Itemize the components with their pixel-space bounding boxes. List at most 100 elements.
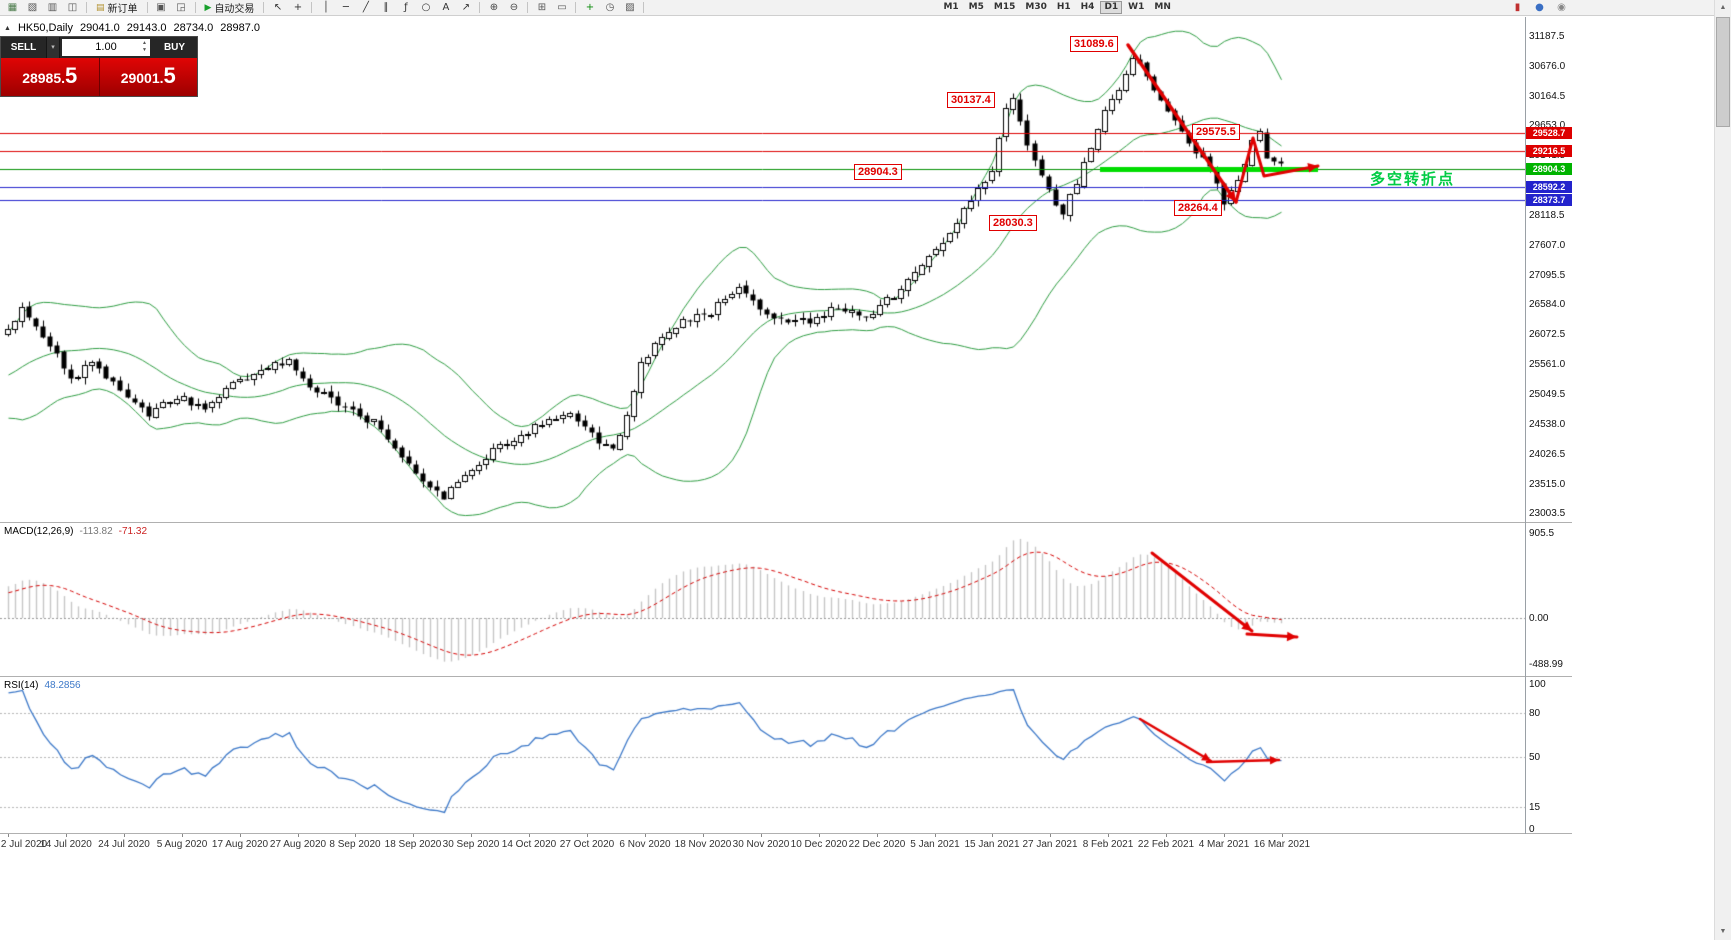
price-axis-main: 31187.530676.030164.529653.029141.528630… <box>1526 17 1586 522</box>
toolbar-tile-windows-icon[interactable]: ⊞ <box>537 1 547 13</box>
buy-button[interactable]: BUY <box>152 37 197 58</box>
scroll-down-icon[interactable]: ▼ <box>1715 924 1731 940</box>
rsi-axis-label: 0 <box>1529 824 1535 835</box>
time-tick <box>240 834 241 837</box>
one-click-trading-panel: SELL ▾ 1.00 ▲ ▼ BUY 28985. 5 29001. <box>0 36 198 97</box>
time-label: 24 Jul 2020 <box>98 839 150 850</box>
time-label: 22 Feb 2021 <box>1137 839 1195 850</box>
toolbar-shapes-icon[interactable]: ○ <box>421 1 431 13</box>
price-tick-label: 31187.5 <box>1529 30 1565 42</box>
scrollbar-thumb[interactable] <box>1716 17 1730 127</box>
symbol-period-label: HK50,Daily <box>17 22 73 34</box>
scroll-up-icon[interactable]: ▲ <box>1715 0 1731 16</box>
panel-separator[interactable] <box>0 522 1572 523</box>
panel-separator[interactable] <box>0 676 1572 677</box>
toolbar-chart-profiles-icon[interactable]: ▧ <box>27 1 38 13</box>
buy-price-button[interactable]: 29001. 5 <box>100 58 198 96</box>
toolbar-crosshair-icon[interactable]: + <box>293 1 303 13</box>
toolbar-navigator-icon[interactable]: ◫ <box>67 1 78 13</box>
macd-canvas[interactable] <box>0 523 1525 676</box>
volume-spinner[interactable]: ▲ ▼ <box>140 40 149 54</box>
toolbar: ▦ ▧ ▥ ◫ ▤ 新订单 ▣ ◲ ▶ 自动交易 ↖ + │ ─ ╱ ∥ ƒ ○ A ↗ ⊕ ⊖ ⊞ ▭ + ◷ ▨ M1 M5 M15 M… <box>0 0 1714 16</box>
price-annotation-box[interactable]: 30137.4 <box>947 92 995 108</box>
time-tick <box>935 834 936 837</box>
time-label: 18 Sep 2020 <box>384 839 442 850</box>
price-tick-label: 24026.5 <box>1529 448 1566 460</box>
timeframe-d1-button[interactable]: D1 <box>1100 1 1123 14</box>
vertical-scrollbar[interactable]: ▲ ▼ <box>1714 0 1731 940</box>
buy-price-big: 5 <box>163 63 176 88</box>
time-label: 2 Jul 2020 <box>0 839 48 850</box>
rsi-canvas[interactable] <box>0 677 1525 833</box>
toolbar-text-label-icon[interactable]: A <box>442 1 450 13</box>
toolbar-equidistant-channel-icon[interactable]: ∥ <box>383 1 389 13</box>
toolbar-indicators-icon[interactable]: + <box>585 1 595 13</box>
toolbar-cascade-windows-icon[interactable]: ▭ <box>557 1 567 13</box>
time-label: 22 Dec 2020 <box>848 839 906 850</box>
time-tick <box>8 834 9 837</box>
toolbar-templates-icon[interactable]: ▨ <box>625 1 635 13</box>
toolbar-fibonacci-icon[interactable]: ƒ <box>404 1 408 13</box>
volume-down-icon[interactable]: ▼ <box>142 47 147 53</box>
time-label: 10 Dec 2020 <box>790 839 848 850</box>
turning-point-label[interactable]: 多空转折点 <box>1370 171 1456 188</box>
price-tick-label: 30676.0 <box>1529 60 1566 72</box>
one-click-collapse-icon[interactable]: ▲ <box>4 24 11 32</box>
timeframe-m1-button[interactable]: M1 <box>943 2 959 12</box>
toolbar-zoom-in-icon[interactable]: ⊕ <box>489 1 499 13</box>
toolbar-metaquotes-logo-icon[interactable]: ◉ <box>1557 1 1566 13</box>
toolbar-vertical-line-icon[interactable]: │ <box>322 1 329 13</box>
macd-value-main: -113.82 <box>79 526 113 537</box>
timeframe-h4-button[interactable]: H4 <box>1080 2 1095 12</box>
price-annotation-box[interactable]: 29575.5 <box>1192 124 1240 140</box>
price-annotation-box[interactable]: 31089.6 <box>1070 36 1118 52</box>
toolbar-economic-calendar-icon[interactable]: ● <box>1535 1 1544 13</box>
time-tick <box>761 834 762 837</box>
time-tick <box>1282 834 1283 837</box>
timeframe-m15-button[interactable]: M15 <box>993 2 1016 12</box>
price-axis-rsi: 100 80 50 15 0 <box>1526 677 1586 835</box>
toolbar-horizontal-line-icon[interactable]: ─ <box>342 1 349 13</box>
price-level-badge: 28373.7 <box>1526 194 1572 207</box>
sell-price-button[interactable]: 28985. 5 <box>1 58 100 96</box>
timeframe-m30-button[interactable]: M30 <box>1025 2 1047 12</box>
order-type-dropdown-icon[interactable]: ▾ <box>46 37 60 58</box>
toolbar-separator <box>146 2 148 13</box>
volume-up-icon[interactable]: ▲ <box>142 40 147 46</box>
sell-button[interactable]: SELL <box>1 37 46 58</box>
price-annotation-box[interactable]: 28904.3 <box>854 164 902 180</box>
toolbar-arrow-objects-icon[interactable]: ↗ <box>461 1 471 13</box>
time-label: 5 Jan 2021 <box>910 839 960 850</box>
time-tick <box>471 834 472 837</box>
timeframe-w1-button[interactable]: W1 <box>1128 2 1145 12</box>
price-level-badge: 28904.3 <box>1526 163 1572 176</box>
timeframe-h1-button[interactable]: H1 <box>1056 2 1071 12</box>
rsi-axis-label: 15 <box>1529 802 1541 814</box>
price-tick-label: 23003.5 <box>1529 508 1566 520</box>
timeframe-m5-button[interactable]: M5 <box>968 2 984 12</box>
price-annotation-box[interactable]: 28264.4 <box>1174 200 1222 216</box>
price-annotation-box[interactable]: 28030.3 <box>989 215 1037 231</box>
toolbar-autotrading-button[interactable]: ▶ 自动交易 <box>200 1 260 16</box>
toolbar-terminal-icon[interactable]: ▣ <box>156 1 166 13</box>
toolbar-cursor-icon[interactable]: ↖ <box>273 1 283 13</box>
timeframe-mn-button[interactable]: MN <box>1154 2 1171 12</box>
toolbar-new-order-button[interactable]: ▤ 新订单 <box>91 1 143 16</box>
toolbar-market-watch-icon[interactable]: ▥ <box>47 1 58 13</box>
toolbar-depth-of-market-icon[interactable]: ▮ <box>1514 1 1521 13</box>
toolbar-new-chart-icon[interactable]: ▦ <box>7 1 18 13</box>
toolbar-zoom-out-icon[interactable]: ⊖ <box>509 1 519 13</box>
toolbar-separator <box>575 2 577 13</box>
price-level-badge: 29528.7 <box>1526 126 1572 139</box>
toolbar-separator <box>643 2 645 13</box>
main-chart-canvas[interactable] <box>0 17 1525 522</box>
toolbar-periods-icon[interactable]: ◷ <box>605 1 615 13</box>
price-tick-label: 25049.5 <box>1529 389 1566 400</box>
toolbar-trendline-icon[interactable]: ╱ <box>362 1 369 13</box>
toolbar-strategy-tester-icon[interactable]: ◲ <box>176 1 186 13</box>
rsi-label-row: RSI(14) 48.2856 <box>4 680 81 691</box>
volume-input[interactable]: 1.00 ▲ ▼ <box>62 39 150 56</box>
time-label: 17 Aug 2020 <box>211 839 269 850</box>
rsi-label: RSI(14) <box>4 680 39 691</box>
time-tick <box>587 834 588 837</box>
